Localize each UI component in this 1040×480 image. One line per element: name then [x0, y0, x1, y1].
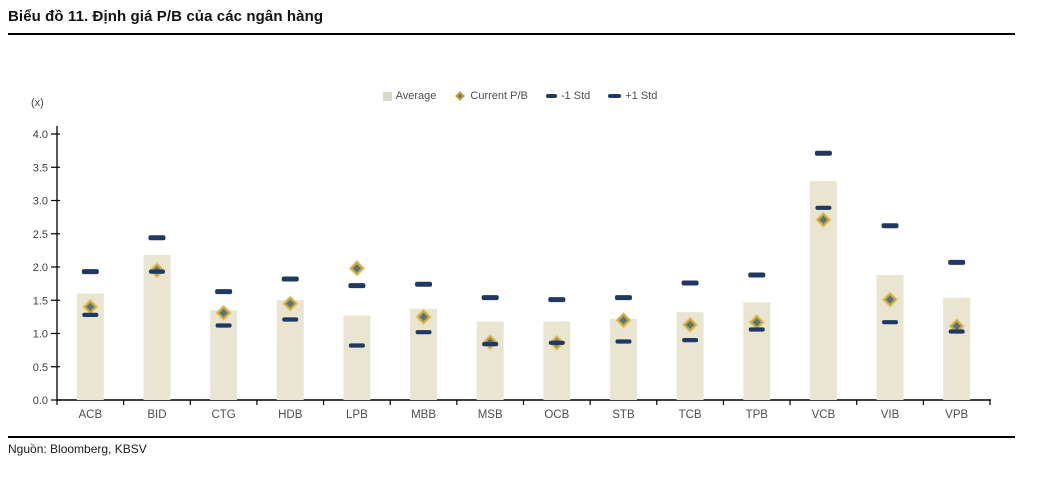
plus-1-std-marker-OCB — [548, 297, 566, 303]
minus-1-std-marker-TCB — [682, 338, 699, 343]
y-tick-label: 1.0 — [33, 329, 48, 341]
plus-1-std-marker-VIB — [881, 223, 899, 229]
average-bar-VPB — [943, 297, 971, 400]
current-pb-marker-core-MBB — [419, 312, 428, 321]
chart-legend: Average Current P/B -1 Std +1 Std — [0, 90, 1040, 102]
plus-1-std-marker-TCB — [681, 280, 699, 286]
minus-1-std-marker-LPB — [348, 343, 365, 348]
x-category-label-HDB: HDB — [278, 409, 303, 421]
x-category-label-MSB: MSB — [478, 409, 503, 421]
y-tick-label: 3.5 — [33, 162, 48, 174]
x-category-label-VPB: VPB — [945, 409, 968, 421]
legend-label: +1 Std — [625, 90, 658, 102]
minus-1-std-marker-VIB — [882, 320, 899, 325]
y-tick-label: 1.5 — [33, 295, 48, 307]
plus-1-std-marker-MBB — [415, 281, 433, 287]
plus-1-std-marker-VCB — [814, 150, 832, 156]
plus-1-std-marker-VPB — [948, 259, 966, 265]
current-pb-marker-core-TPB — [752, 318, 761, 327]
minus-1-std-marker-VPB — [948, 329, 965, 334]
plus-1-std-marker-MSB — [481, 295, 499, 301]
current-pb-marker-core-VPB — [952, 322, 961, 331]
y-tick-label: 0.5 — [33, 362, 48, 374]
minus-1-std-marker-MBB — [415, 330, 432, 335]
legend-label: -1 Std — [560, 90, 591, 102]
x-category-label-VIB: VIB — [881, 409, 900, 421]
source-note: Nguồn: Bloomberg, KBSV — [8, 442, 147, 456]
legend-item-average: Average — [382, 90, 437, 102]
x-category-label-ACB: ACB — [78, 409, 102, 421]
minus-1-std-marker-ACB — [82, 312, 99, 317]
x-category-label-LPB: LPB — [346, 409, 368, 421]
current-pb-marker-core-STB — [619, 316, 628, 325]
minus-1-std-marker-MSB — [482, 342, 499, 347]
current-pb-marker-core-LPB — [352, 264, 361, 273]
x-category-label-CTG: CTG — [211, 409, 235, 421]
page-title: Biểu đồ 11. Định giá P/B của các ngân hà… — [8, 8, 324, 25]
plus-1-std-marker-LPB — [348, 283, 366, 289]
minus-1-std-marker-BID — [148, 269, 165, 274]
x-category-label-VCB: VCB — [812, 409, 836, 421]
legend-dash-icon — [608, 93, 622, 99]
title-divider — [8, 33, 1015, 35]
average-bar-STB — [609, 318, 637, 400]
x-category-label-OCB: OCB — [544, 409, 569, 421]
x-category-label-MBB: MBB — [411, 409, 436, 421]
plus-1-std-marker-ACB — [81, 269, 99, 275]
y-tick-label: 0.0 — [33, 395, 48, 407]
minus-1-std-marker-OCB — [548, 340, 565, 345]
current-pb-marker-core-VIB — [886, 295, 895, 304]
current-pb-marker-core-VCB — [819, 215, 828, 224]
x-category-label-TPB: TPB — [746, 409, 769, 421]
plus-1-std-marker-CTG — [215, 289, 233, 295]
average-bar-OCB — [543, 321, 571, 400]
minus-1-std-marker-CTG — [215, 323, 232, 328]
x-category-label-BID: BID — [147, 409, 166, 421]
current-pb-marker-core-HDB — [286, 299, 295, 308]
average-bar-BID — [143, 255, 171, 400]
average-bar-HDB — [276, 300, 304, 400]
y-axis-unit-label: (x) — [31, 97, 44, 109]
y-tick-label: 3.0 — [33, 196, 48, 208]
legend-dash-icon — [545, 94, 557, 98]
y-tick-label: 2.0 — [33, 262, 48, 274]
average-bar-LPB — [343, 315, 371, 400]
y-tick-label: 4.0 — [33, 129, 48, 141]
plus-1-std-marker-STB — [614, 295, 632, 301]
plus-1-std-marker-BID — [148, 235, 166, 241]
x-category-label-STB: STB — [612, 409, 635, 421]
current-pb-marker-core-TCB — [686, 320, 695, 329]
plus-1-std-marker-TPB — [748, 272, 766, 278]
minus-1-std-marker-TPB — [748, 327, 765, 332]
minus-1-std-marker-STB — [615, 339, 632, 344]
current-pb-marker-core-CTG — [219, 308, 228, 317]
legend-square-icon — [382, 91, 392, 101]
minus-1-std-marker-VCB — [815, 205, 832, 210]
legend-diamond-icon — [455, 91, 466, 101]
legend-label: Average — [395, 90, 437, 102]
plus-1-std-marker-HDB — [281, 276, 299, 282]
legend-item-current-p-b: Current P/B — [454, 90, 528, 102]
y-tick-label: 2.5 — [33, 229, 48, 241]
legend-label: Current P/B — [470, 90, 528, 102]
average-bar-MSB — [476, 321, 504, 400]
current-pb-marker-core-ACB — [86, 302, 95, 311]
minus-1-std-marker-HDB — [282, 317, 299, 322]
legend-item--1-std: +1 Std — [608, 90, 657, 102]
x-category-label-TCB: TCB — [679, 409, 702, 421]
legend-item--1-std: -1 Std — [545, 90, 591, 102]
footer-divider — [8, 436, 1015, 438]
